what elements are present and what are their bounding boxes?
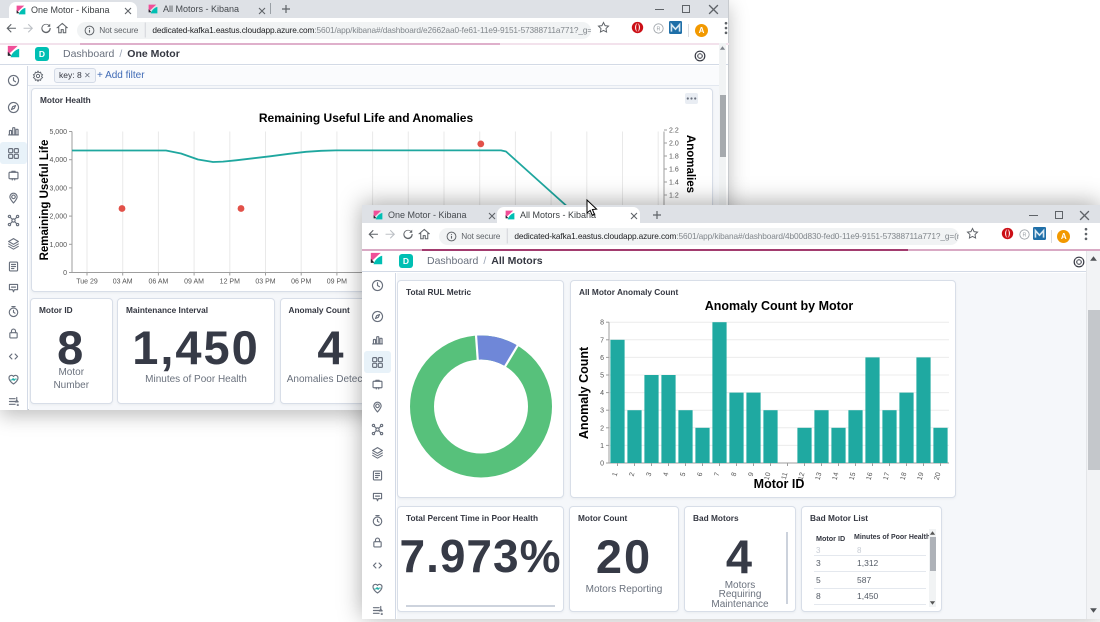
svg-text:Tue 29: Tue 29	[76, 279, 98, 286]
svg-text:1.2: 1.2	[669, 193, 679, 200]
svg-text:09 AM: 09 AM	[184, 279, 204, 286]
svg-text:8: 8	[600, 320, 604, 327]
svg-text:7: 7	[600, 337, 604, 344]
svg-text:5: 5	[680, 472, 688, 478]
svg-text:Remaining Useful Life: Remaining Useful Life	[39, 140, 51, 261]
svg-text:06 PM: 06 PM	[291, 279, 311, 286]
svg-text:12 PM: 12 PM	[220, 279, 240, 286]
svg-text:1.6: 1.6	[669, 167, 679, 174]
svg-text:13: 13	[815, 472, 824, 481]
svg-text:2.0: 2.0	[669, 141, 679, 148]
svg-text:7: 7	[714, 472, 722, 478]
svg-text:14: 14	[832, 472, 841, 481]
svg-text:12: 12	[798, 472, 807, 481]
svg-text:3,000: 3,000	[49, 185, 67, 192]
svg-text:Motor ID: Motor ID	[754, 477, 805, 491]
svg-text:4: 4	[663, 472, 671, 478]
svg-text:2.2: 2.2	[669, 128, 679, 135]
svg-text:2: 2	[629, 472, 637, 478]
svg-text:09 PM: 09 PM	[327, 279, 347, 286]
svg-text:06 AM: 06 AM	[148, 279, 168, 286]
svg-text:6: 6	[600, 355, 604, 362]
svg-text:8: 8	[731, 472, 739, 478]
svg-text:Remaining Useful Life and Anom: Remaining Useful Life and Anomalies	[259, 111, 474, 125]
svg-text:R: R	[1023, 233, 1027, 239]
svg-text:0: 0	[63, 270, 67, 277]
svg-text:18: 18	[900, 472, 909, 481]
svg-text:5,000: 5,000	[49, 129, 67, 136]
svg-text:20: 20	[934, 472, 943, 481]
svg-text:1: 1	[600, 443, 604, 450]
svg-text:03 PM: 03 PM	[255, 279, 275, 286]
svg-text:1.8: 1.8	[669, 154, 679, 161]
svg-text:Anomalies: Anomalies	[684, 135, 696, 193]
svg-text:0: 0	[600, 461, 604, 468]
svg-text:1: 1	[612, 472, 620, 478]
svg-text:2,000: 2,000	[49, 214, 67, 221]
svg-text:6: 6	[697, 472, 705, 478]
svg-text:4,000: 4,000	[49, 157, 67, 164]
svg-text:1,000: 1,000	[49, 242, 67, 249]
svg-text:17: 17	[883, 472, 892, 481]
svg-text:11: 11	[781, 472, 790, 481]
svg-text:4: 4	[600, 390, 604, 397]
svg-text:10: 10	[764, 472, 773, 481]
svg-text:03 AM: 03 AM	[113, 279, 133, 286]
svg-text:Anomaly Count: Anomaly Count	[577, 346, 591, 439]
svg-text:15: 15	[849, 472, 858, 481]
svg-text:1.4: 1.4	[669, 180, 679, 187]
svg-text:Anomaly Count by Motor: Anomaly Count by Motor	[705, 299, 854, 313]
svg-text:2: 2	[600, 425, 604, 432]
svg-text:9: 9	[748, 472, 756, 478]
svg-text:5: 5	[600, 373, 604, 380]
svg-text:3: 3	[600, 408, 604, 415]
svg-text:19: 19	[917, 472, 926, 481]
svg-text:3: 3	[646, 472, 654, 478]
svg-text:R: R	[657, 27, 661, 33]
svg-text:16: 16	[866, 472, 875, 481]
